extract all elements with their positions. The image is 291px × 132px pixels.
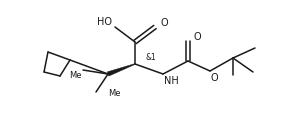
Text: NH: NH	[164, 76, 178, 86]
Text: O: O	[210, 73, 218, 83]
Text: Me: Me	[108, 89, 120, 98]
Text: O: O	[160, 18, 168, 28]
Polygon shape	[107, 64, 135, 76]
Text: &1: &1	[145, 53, 156, 62]
Text: HO: HO	[97, 17, 113, 27]
Text: Me: Me	[69, 70, 81, 79]
Text: O: O	[193, 32, 201, 42]
